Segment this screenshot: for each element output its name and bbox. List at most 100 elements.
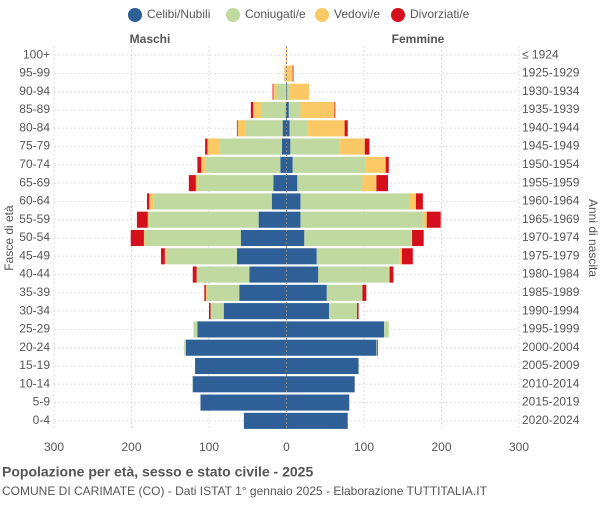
y2-tick-label: 1935-1939 — [522, 102, 580, 116]
bar-male — [280, 156, 287, 173]
y-tick-label: 75-79 — [19, 139, 50, 153]
legend-marker — [128, 8, 142, 22]
bar-male — [197, 321, 287, 338]
bar-male — [193, 321, 198, 338]
bar-male — [206, 284, 240, 301]
y2-tick-label: 1930-1934 — [522, 84, 580, 98]
bar-male — [198, 175, 274, 192]
y-tick-label: 70-74 — [19, 157, 50, 171]
y2-tick-label: 1940-1944 — [522, 120, 580, 134]
bar-female — [286, 229, 305, 247]
bar-male — [249, 266, 287, 283]
left-label: Maschi — [130, 32, 171, 46]
bar-male — [201, 156, 206, 173]
y2-tick-label: 2020-2024 — [522, 413, 580, 427]
bar-male — [148, 211, 259, 228]
bar-female — [362, 284, 367, 301]
bar-female — [289, 120, 308, 137]
bar-female — [388, 266, 390, 283]
bar-female — [286, 248, 317, 265]
bar-male — [205, 156, 281, 173]
bar-male — [200, 394, 287, 411]
x-tick-label: 200 — [431, 440, 451, 454]
bar-male — [185, 339, 287, 356]
y-tick-label: 10-14 — [19, 376, 50, 390]
bar-female — [286, 376, 355, 393]
y-tick-label: 80-84 — [19, 120, 50, 134]
bar-male — [196, 266, 250, 283]
y-tick-label: 65-69 — [19, 175, 50, 189]
legend-label: Celibi/Nubili — [147, 7, 210, 21]
bar-male — [147, 211, 149, 228]
y2-axis-label: Anni di nascita — [586, 199, 600, 277]
legend-marker — [226, 8, 240, 22]
bar-male — [236, 120, 238, 137]
bar-female — [286, 65, 293, 82]
bar-female — [401, 248, 413, 265]
chart-subtitle: COMUNE DI CARIMATE (CO) - Dati ISTAT 1° … — [2, 484, 488, 498]
bar-female — [334, 101, 336, 119]
legend-label: Vedovi/e — [334, 7, 380, 21]
bar-male — [237, 120, 246, 137]
bar-male — [184, 339, 186, 356]
y-tick-label: 95-99 — [19, 66, 50, 80]
bar-female — [365, 156, 386, 173]
y-tick-label: 50-54 — [19, 230, 50, 244]
bar-male — [219, 138, 282, 155]
y-tick-label: 5-9 — [33, 395, 51, 409]
bar-male — [223, 303, 287, 320]
bar-male — [130, 229, 144, 247]
bar-male — [273, 83, 277, 100]
bar-male — [160, 248, 165, 265]
bar-male — [197, 156, 202, 173]
y2-tick-label: 1955-1959 — [522, 175, 580, 189]
bar-male — [164, 248, 167, 265]
bar-female — [426, 211, 441, 228]
bar-female — [286, 357, 359, 375]
bar-male — [204, 284, 206, 301]
bar-male — [285, 65, 287, 82]
bar-female — [377, 339, 378, 356]
bar-female — [300, 101, 335, 119]
bar-female — [389, 266, 394, 283]
bar-female — [286, 284, 327, 301]
bar-female — [286, 156, 293, 173]
y-tick-label: 90-94 — [19, 84, 50, 98]
bar-male — [284, 65, 286, 82]
bar-male — [195, 175, 199, 192]
y-tick-label: 0-4 — [33, 413, 51, 427]
y2-tick-label: 1925-1929 — [522, 66, 580, 80]
bar-female — [292, 156, 366, 173]
bar-male — [250, 101, 254, 119]
bar-female — [286, 101, 289, 119]
bar-female — [286, 339, 377, 356]
bar-female — [411, 229, 413, 247]
bar-female — [300, 193, 409, 210]
bar-male — [195, 357, 287, 375]
y2-tick-label: 1980-1984 — [522, 267, 580, 281]
bar-male — [209, 303, 211, 320]
y-tick-label: 60-64 — [19, 194, 50, 208]
bar-female — [297, 175, 363, 192]
y-tick-label: 100+ — [23, 47, 50, 61]
bar-female — [286, 211, 301, 228]
y-tick-label: 20-24 — [19, 340, 50, 354]
y-tick-label: 25-29 — [19, 322, 50, 336]
y2-tick-label: 1975-1979 — [522, 248, 580, 262]
bar-female — [307, 120, 345, 137]
y-tick-label: 30-34 — [19, 303, 50, 317]
y2-tick-label: 2005-2009 — [522, 358, 580, 372]
bar-female — [364, 138, 370, 155]
y2-tick-label: 2000-2004 — [522, 340, 580, 354]
bar-female — [384, 321, 389, 338]
bar-male — [240, 229, 287, 247]
y2-tick-label: 1995-1999 — [522, 322, 580, 336]
bar-male — [205, 284, 207, 301]
bar-female — [329, 303, 358, 320]
bar-male — [243, 412, 287, 429]
bar-female — [399, 248, 402, 265]
bar-female — [286, 321, 385, 338]
bar-male — [149, 193, 154, 210]
legend-label: Coniugati/e — [245, 7, 306, 21]
y2-tick-label: 2015-2019 — [522, 395, 580, 409]
